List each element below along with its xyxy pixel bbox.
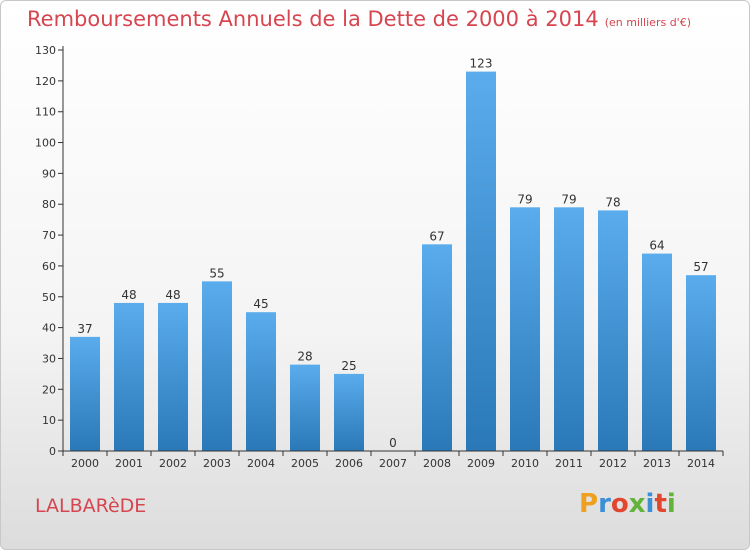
- data-label-2004: 45: [253, 297, 268, 311]
- data-label-2000: 37: [77, 322, 92, 336]
- y-tick-label: 30: [42, 352, 56, 365]
- y-tick-label: 110: [35, 106, 56, 119]
- x-tick-label-2007: 2007: [379, 457, 407, 470]
- y-tick-label: 80: [42, 198, 56, 211]
- y-tick-label: 90: [42, 167, 56, 180]
- x-tick-label-2010: 2010: [511, 457, 539, 470]
- logo-letter: i: [645, 489, 655, 519]
- data-label-2012: 78: [605, 195, 620, 209]
- logo-letter: P: [579, 489, 599, 519]
- x-tick-label-2005: 2005: [291, 457, 319, 470]
- x-tick-label-2008: 2008: [423, 457, 451, 470]
- logo-letter: i: [666, 489, 676, 519]
- bar-2003: [202, 281, 232, 451]
- y-tick-label: 120: [35, 75, 56, 88]
- bar-2014: [686, 275, 716, 451]
- x-tick-label-2006: 2006: [335, 457, 363, 470]
- x-tick-label-2002: 2002: [159, 457, 187, 470]
- bar-2006: [334, 373, 364, 451]
- data-label-2007: 0: [389, 436, 397, 450]
- bar-2001: [114, 302, 144, 451]
- data-label-2006: 25: [341, 359, 356, 373]
- y-tick-label: 0: [49, 445, 56, 458]
- bar-2009: [466, 71, 496, 451]
- y-tick-label: 70: [42, 229, 56, 242]
- data-label-2013: 64: [649, 239, 664, 253]
- y-tick-label: 100: [35, 137, 56, 150]
- logo-letter: r: [598, 489, 611, 519]
- bar-2004: [246, 312, 276, 451]
- x-tick-label-2011: 2011: [555, 457, 583, 470]
- commune-name: LALBARèDE: [35, 495, 147, 517]
- bar-2013: [642, 253, 672, 451]
- logo-letter: o: [610, 489, 629, 519]
- proxiti-logo: Proxiti: [579, 489, 676, 519]
- bar-2010: [510, 207, 540, 451]
- y-tick-label: 10: [42, 414, 56, 427]
- x-tick-label-2009: 2009: [467, 457, 495, 470]
- unit-label: (en milliers d'€): [604, 16, 691, 29]
- y-tick-label: 50: [42, 291, 56, 304]
- x-tick-label-2004: 2004: [247, 457, 275, 470]
- bar-2002: [158, 302, 188, 451]
- y-tick-label: 40: [42, 322, 56, 335]
- x-tick-label-2013: 2013: [643, 457, 671, 470]
- y-tick-label: 130: [35, 44, 56, 57]
- data-label-2014: 57: [693, 260, 708, 274]
- x-tick-label-2003: 2003: [203, 457, 231, 470]
- data-label-2003: 55: [209, 266, 224, 280]
- bar-2008: [422, 244, 452, 451]
- x-tick-label-2001: 2001: [115, 457, 143, 470]
- logo-letter: x: [628, 489, 646, 519]
- bar-2005: [290, 364, 320, 451]
- data-label-2001: 48: [121, 288, 136, 302]
- bar-2012: [598, 210, 628, 451]
- y-tick-label: 20: [42, 383, 56, 396]
- chart-title: Remboursements Annuels de la Dette de 20…: [27, 7, 691, 31]
- x-tick-label-2014: 2014: [687, 457, 715, 470]
- bar-2000: [70, 336, 100, 451]
- data-label-2002: 48: [165, 288, 180, 302]
- data-label-2008: 67: [429, 229, 444, 243]
- logo-letter: t: [654, 489, 667, 519]
- bar-2011: [554, 207, 584, 451]
- data-label-2005: 28: [297, 350, 312, 364]
- data-label-2009: 123: [470, 57, 493, 71]
- x-tick-label-2000: 2000: [71, 457, 99, 470]
- x-tick-label-2012: 2012: [599, 457, 627, 470]
- data-label-2011: 79: [561, 192, 576, 206]
- y-tick-label: 60: [42, 260, 56, 273]
- data-label-2010: 79: [517, 192, 532, 206]
